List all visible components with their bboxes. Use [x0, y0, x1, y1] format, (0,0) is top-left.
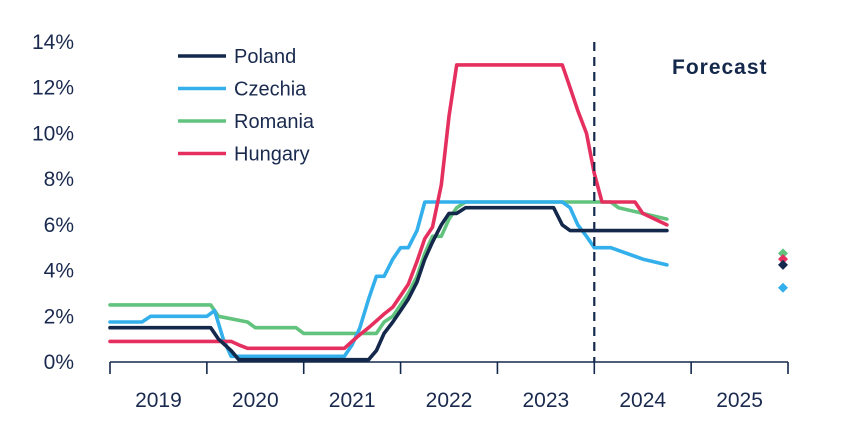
x-tick-label: 2020 [232, 389, 279, 412]
series-line-hungary [108, 63, 669, 351]
legend: Poland Czechia Romania Hungary [178, 46, 315, 166]
x-tick-label: 2023 [522, 389, 569, 412]
series-line-poland [108, 205, 669, 362]
y-tick-label: 4% [44, 260, 74, 283]
y-tick-label: 0% [44, 351, 74, 374]
x-tick-label: 2019 [135, 389, 182, 412]
legend-label-hungary: Hungary [234, 144, 310, 166]
forecast-point-poland [778, 259, 788, 270]
y-tick-label: 8% [44, 168, 74, 191]
y-tick-label: 14% [32, 31, 74, 54]
y-axis: 0% 2% 4% 6% 8% 10% 12% 14% [32, 31, 74, 374]
forecast-label: Forecast [672, 56, 768, 79]
legend-label-romania: Romania [234, 111, 315, 133]
x-tick-label: 2021 [329, 389, 376, 412]
y-tick-label: 2% [44, 305, 74, 328]
forecast-points-layer [778, 248, 788, 293]
x-tick-label: 2022 [426, 389, 473, 412]
legend-label-poland: Poland [234, 46, 296, 68]
forecast-layer: Forecast [593, 42, 768, 362]
series-layer [108, 63, 669, 362]
series-line-czechia [108, 200, 669, 359]
forecast-point-czechia [778, 282, 788, 293]
forecast-point-hungary [778, 254, 788, 265]
x-axis: 2019 2020 2021 2022 2023 2024 2025 [109, 361, 789, 412]
y-tick-label: 10% [32, 122, 74, 145]
y-tick-label: 6% [44, 214, 74, 237]
y-tick-label: 12% [32, 77, 74, 100]
x-tick-label: 2025 [716, 389, 763, 412]
forecast-point-romania [778, 248, 788, 259]
legend-label-czechia: Czechia [234, 79, 307, 101]
x-tick-label: 2024 [619, 389, 666, 412]
